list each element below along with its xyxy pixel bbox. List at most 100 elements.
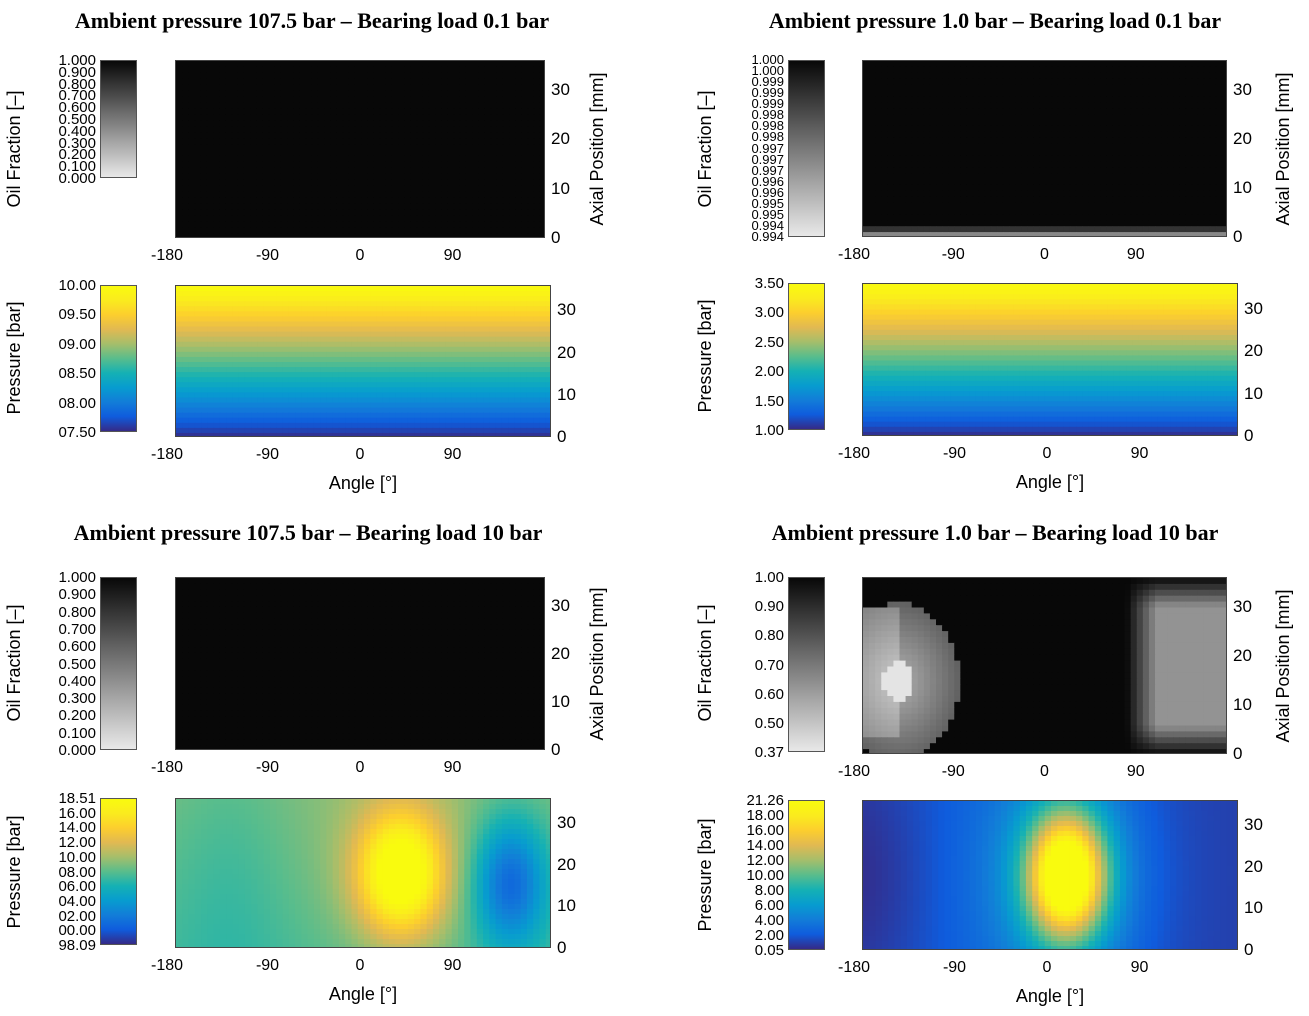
heatmap-cell <box>389 412 396 419</box>
heatmap-cell <box>439 356 447 363</box>
heatmap-cell <box>1155 72 1162 80</box>
heatmap-cell <box>225 138 233 145</box>
heatmap-cell <box>342 150 350 157</box>
heatmap-cell <box>219 432 227 436</box>
heatmap-cell <box>476 336 484 343</box>
heatmap-cell <box>1100 167 1107 174</box>
heatmap-cell <box>238 341 246 348</box>
heatmap-cell <box>188 286 196 292</box>
heatmap-cell <box>1100 184 1107 192</box>
heatmap-cell <box>996 102 1004 109</box>
heatmap-cell <box>539 392 547 399</box>
heatmap-cell <box>447 144 455 151</box>
heatmap-cell <box>881 90 888 97</box>
colorbar-tick: 0.997 <box>751 151 784 167</box>
heatmap-cell <box>875 143 882 151</box>
heatmap-cell <box>232 346 240 353</box>
heatmap-cell <box>219 291 227 297</box>
heatmap-cell <box>966 131 974 139</box>
heatmap-cell <box>489 311 497 317</box>
colorbar-label: Pressure [bar] <box>4 301 24 415</box>
heatmap-cell <box>489 316 497 323</box>
heatmap-cell <box>295 291 302 297</box>
heatmap-cell <box>276 367 284 373</box>
heatmap-cell <box>470 321 478 328</box>
heatmap-cell <box>464 331 472 338</box>
heatmap-cell <box>404 173 411 181</box>
heatmap-cell <box>416 90 424 98</box>
heatmap-cell <box>948 102 955 109</box>
heatmap-cell <box>869 102 876 109</box>
heatmap-cell <box>219 397 227 404</box>
heatmap-cell <box>237 96 245 104</box>
heatmap-cell <box>514 392 522 399</box>
heatmap-cell <box>182 215 189 222</box>
heatmap-cell <box>414 311 421 317</box>
heatmap-cell <box>1015 125 1022 133</box>
heatmap-cell <box>514 372 522 378</box>
heatmap-cell <box>502 114 510 121</box>
heatmap-cell <box>875 114 882 121</box>
heatmap-cell <box>1051 184 1059 192</box>
heatmap-cell <box>984 167 992 174</box>
heatmap-cell <box>1118 96 1126 103</box>
heatmap-cell <box>893 90 901 97</box>
heatmap-cell <box>509 155 516 163</box>
heatmap-cell <box>458 397 465 404</box>
heatmap-cell <box>432 427 440 434</box>
heatmap-cell <box>923 66 931 74</box>
heatmap-cell <box>478 215 485 222</box>
heatmap-cell <box>917 102 925 109</box>
heatmap-cell <box>395 392 403 399</box>
heatmap-cell <box>1155 149 1162 156</box>
heatmap-cell <box>489 346 497 353</box>
heatmap-cell <box>410 209 418 216</box>
heatmap-cell <box>1069 61 1077 68</box>
heatmap-cell <box>899 161 907 168</box>
heatmap-cell <box>389 301 396 307</box>
heatmap-cell <box>225 233 233 237</box>
heatmap-cell <box>389 407 396 414</box>
heatmap-cell <box>194 221 202 228</box>
heatmap-cell <box>495 301 503 307</box>
heatmap-cell <box>207 367 215 373</box>
heatmap-cell <box>270 397 277 404</box>
heatmap-cell <box>313 301 321 307</box>
heatmap-cell <box>1215 143 1223 151</box>
heatmap-cell <box>869 96 876 103</box>
heatmap-cell <box>364 412 371 419</box>
heatmap-cell <box>324 203 331 210</box>
heatmap-cell <box>514 412 522 419</box>
heatmap-cell <box>282 417 290 424</box>
heatmap-cell <box>213 126 220 133</box>
heatmap-cell <box>936 179 943 186</box>
heatmap-cell <box>326 306 334 312</box>
heatmap-cell <box>447 191 455 199</box>
heatmap-cell <box>326 362 334 368</box>
heatmap-cell <box>539 387 547 393</box>
heatmap-cell <box>1185 155 1193 162</box>
heatmap-cell <box>373 215 381 222</box>
heatmap-cell <box>508 382 515 388</box>
heatmap-cell <box>445 346 453 353</box>
heatmap-cell <box>182 197 189 204</box>
heatmap-cell <box>398 138 405 145</box>
heatmap-cell <box>1185 120 1193 127</box>
heatmap-cell <box>182 84 189 92</box>
heatmap-cell <box>317 102 325 110</box>
heatmap-cell <box>501 392 509 399</box>
heatmap-cell <box>404 126 411 133</box>
heatmap-cell <box>194 316 202 323</box>
heatmap-cell <box>1185 72 1193 80</box>
heatmap-cell <box>422 102 430 110</box>
heatmap-cell <box>483 402 490 409</box>
heatmap-cell <box>453 150 461 157</box>
heatmap-cell <box>1009 96 1016 103</box>
heatmap-cell <box>526 301 534 307</box>
heatmap-cell <box>376 402 384 409</box>
heatmap-cell <box>410 161 418 169</box>
heatmap-cell <box>295 351 302 358</box>
heatmap-cell <box>200 150 208 157</box>
heatmap-cell <box>887 167 895 174</box>
heatmap-cell <box>501 372 509 378</box>
